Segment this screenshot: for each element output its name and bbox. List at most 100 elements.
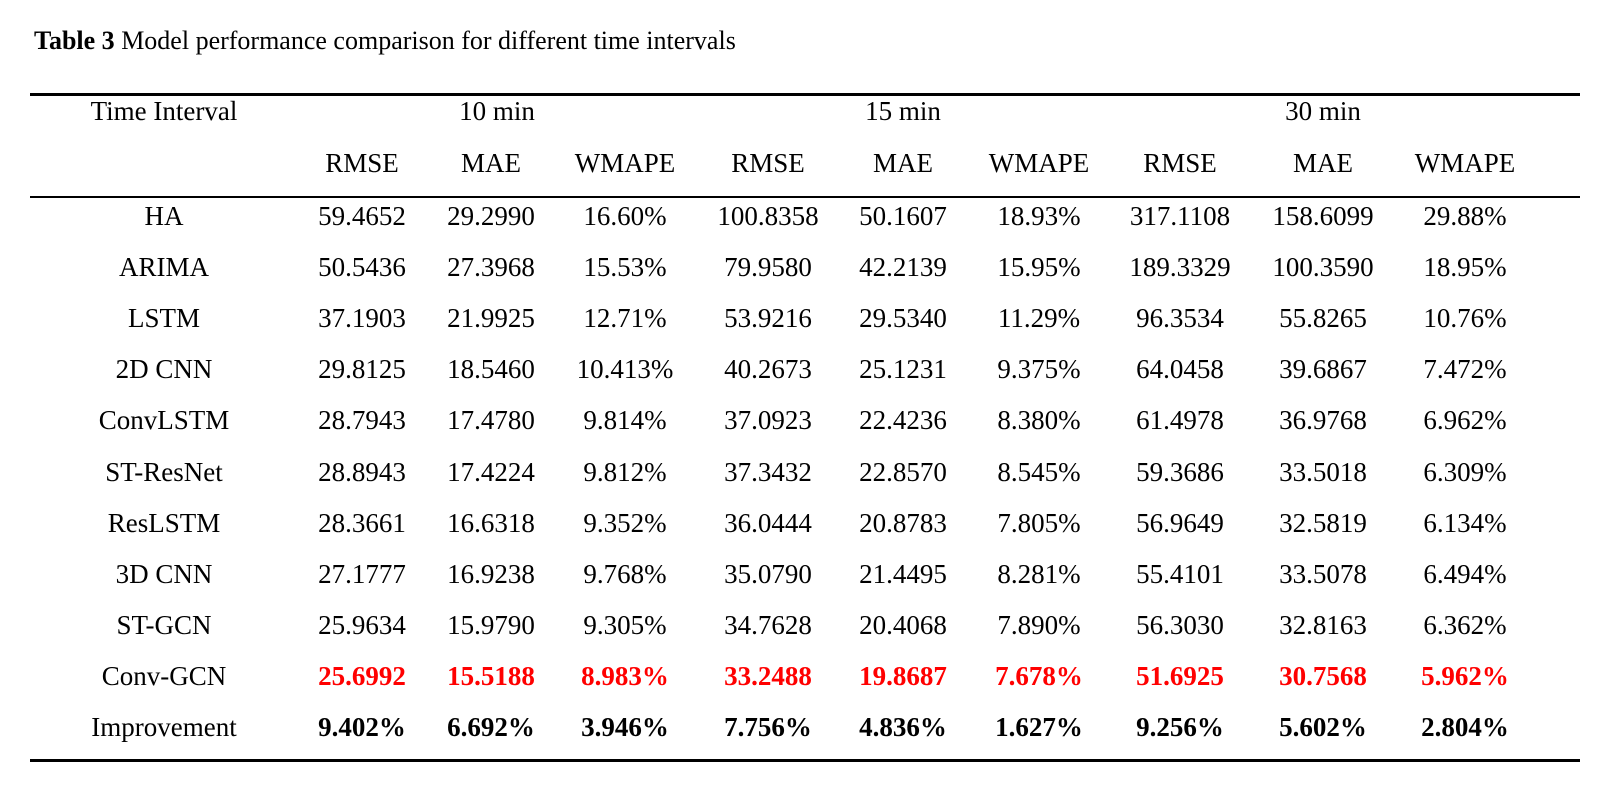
row-9-model: Conv-GCN	[101, 660, 227, 691]
row-2-value-5: 11.29%	[997, 303, 1081, 334]
row-4-value-5: 8.380%	[997, 405, 1081, 436]
row-4-value-1: 17.4780	[447, 405, 535, 436]
header-group-0: 10 min	[459, 96, 535, 126]
row-6-value-8: 6.134%	[1423, 507, 1507, 538]
header-metric-0: RMSE	[325, 148, 399, 178]
table-header-rule	[30, 196, 1580, 198]
row-5-value-7: 33.5018	[1279, 456, 1367, 487]
row-8-value-2: 9.305%	[583, 609, 667, 640]
header-group-2: 30 min	[1285, 96, 1361, 126]
row-9-value-8: 5.962%	[1421, 660, 1509, 691]
row-10-value-1: 6.692%	[447, 712, 535, 742]
row-7-value-3: 35.0790	[724, 558, 812, 589]
row-6-value-5: 7.805%	[997, 507, 1081, 538]
row-4-value-4: 22.4236	[859, 405, 947, 436]
row-10-value-6: 9.256%	[1136, 712, 1224, 742]
row-5-value-0: 28.8943	[318, 456, 406, 487]
row-10-value-2: 3.946%	[581, 712, 669, 742]
row-10-value-0: 9.402%	[318, 712, 406, 742]
row-2-value-1: 21.9925	[447, 303, 535, 334]
row-0-model: HA	[144, 201, 184, 231]
row-1-value-2: 15.53%	[583, 252, 667, 283]
row-8-value-6: 56.3030	[1136, 609, 1224, 640]
row-2-value-0: 37.1903	[318, 303, 406, 334]
row-2-value-3: 53.9216	[724, 303, 812, 334]
row-8-value-0: 25.9634	[318, 609, 406, 640]
row-3-value-4: 25.1231	[859, 354, 947, 385]
row-8-value-4: 20.4068	[859, 609, 947, 640]
row-2-value-4: 29.5340	[859, 303, 947, 334]
header-metric-2: WMAPE	[574, 148, 676, 178]
row-5-model: ST-ResNet	[105, 456, 223, 487]
row-7-value-6: 55.4101	[1136, 558, 1224, 589]
row-6-value-3: 36.0444	[724, 507, 812, 538]
row-9-value-0: 25.6992	[318, 660, 406, 691]
row-5-value-4: 22.8570	[859, 456, 947, 487]
row-5-value-6: 59.3686	[1136, 456, 1224, 487]
row-0-value-1: 29.2990	[447, 201, 535, 231]
row-6-model: ResLSTM	[107, 507, 221, 538]
row-0-value-6: 317.1108	[1129, 201, 1231, 231]
row-2-value-7: 55.8265	[1279, 303, 1367, 334]
row-3-value-8: 7.472%	[1423, 354, 1507, 385]
table-caption-label: Table 3	[34, 26, 115, 55]
row-10-value-8: 2.804%	[1421, 712, 1509, 742]
row-7-value-4: 21.4495	[859, 558, 947, 589]
row-3-value-0: 29.8125	[318, 354, 406, 385]
table-caption: Table 3 Model performance comparison for…	[34, 24, 736, 58]
row-10-value-3: 7.756%	[724, 712, 812, 742]
row-6-value-6: 56.9649	[1136, 507, 1224, 538]
row-4-model: ConvLSTM	[98, 405, 230, 436]
row-9-value-5: 7.678%	[995, 660, 1083, 691]
row-1-value-0: 50.5436	[318, 252, 406, 283]
row-10-model: Improvement	[91, 712, 237, 742]
row-8-value-5: 7.890%	[997, 609, 1081, 640]
row-1-value-8: 18.95%	[1423, 252, 1507, 283]
header-metric-4: MAE	[873, 148, 933, 178]
row-4-value-0: 28.7943	[318, 405, 406, 436]
row-1-value-3: 79.9580	[724, 252, 812, 283]
row-6-value-0: 28.3661	[318, 507, 406, 538]
row-3-model: 2D CNN	[115, 354, 213, 385]
row-1-value-1: 27.3968	[447, 252, 535, 283]
row-9-value-6: 51.6925	[1136, 660, 1224, 691]
row-0-value-7: 158.6099	[1272, 201, 1374, 231]
row-7-value-8: 6.494%	[1423, 558, 1507, 589]
row-7-value-2: 9.768%	[583, 558, 667, 589]
row-7-value-7: 33.5078	[1279, 558, 1367, 589]
row-1-value-6: 189.3329	[1129, 252, 1231, 283]
row-9-value-4: 19.8687	[859, 660, 947, 691]
row-1-model: ARIMA	[118, 252, 210, 283]
row-3-value-5: 9.375%	[997, 354, 1081, 385]
row-3-value-7: 39.6867	[1279, 354, 1367, 385]
row-8-value-7: 32.8163	[1279, 609, 1367, 640]
row-5-value-5: 8.545%	[997, 456, 1081, 487]
row-1-value-7: 100.3590	[1272, 252, 1374, 283]
row-5-value-8: 6.309%	[1423, 456, 1507, 487]
row-9-value-2: 8.983%	[581, 660, 669, 691]
row-4-value-7: 36.9768	[1279, 405, 1367, 436]
header-metric-1: MAE	[461, 148, 521, 178]
row-7-value-5: 8.281%	[997, 558, 1081, 589]
row-1-value-5: 15.95%	[997, 252, 1081, 283]
row-8-value-1: 15.9790	[447, 609, 535, 640]
row-9-value-1: 15.5188	[447, 660, 535, 691]
row-7-value-0: 27.1777	[318, 558, 406, 589]
row-0-value-3: 100.8358	[717, 201, 819, 231]
header-metric-6: RMSE	[1143, 148, 1217, 178]
row-7-value-1: 16.9238	[447, 558, 535, 589]
row-0-value-8: 29.88%	[1423, 201, 1507, 231]
row-2-model: LSTM	[127, 303, 201, 334]
header-group-1: 15 min	[865, 96, 941, 126]
header-metric-5: WMAPE	[988, 148, 1090, 178]
header-metric-8: WMAPE	[1414, 148, 1516, 178]
row-6-value-2: 9.352%	[583, 507, 667, 538]
table-top-rule	[30, 93, 1580, 96]
row-3-value-1: 18.5460	[447, 354, 535, 385]
row-2-value-8: 10.76%	[1423, 303, 1507, 334]
table-caption-text: Model performance comparison for differe…	[114, 26, 736, 55]
row-1-value-4: 42.2139	[859, 252, 947, 283]
row-9-value-3: 33.2488	[724, 660, 812, 691]
row-10-value-7: 5.602%	[1279, 712, 1367, 742]
row-2-value-2: 12.71%	[583, 303, 667, 334]
